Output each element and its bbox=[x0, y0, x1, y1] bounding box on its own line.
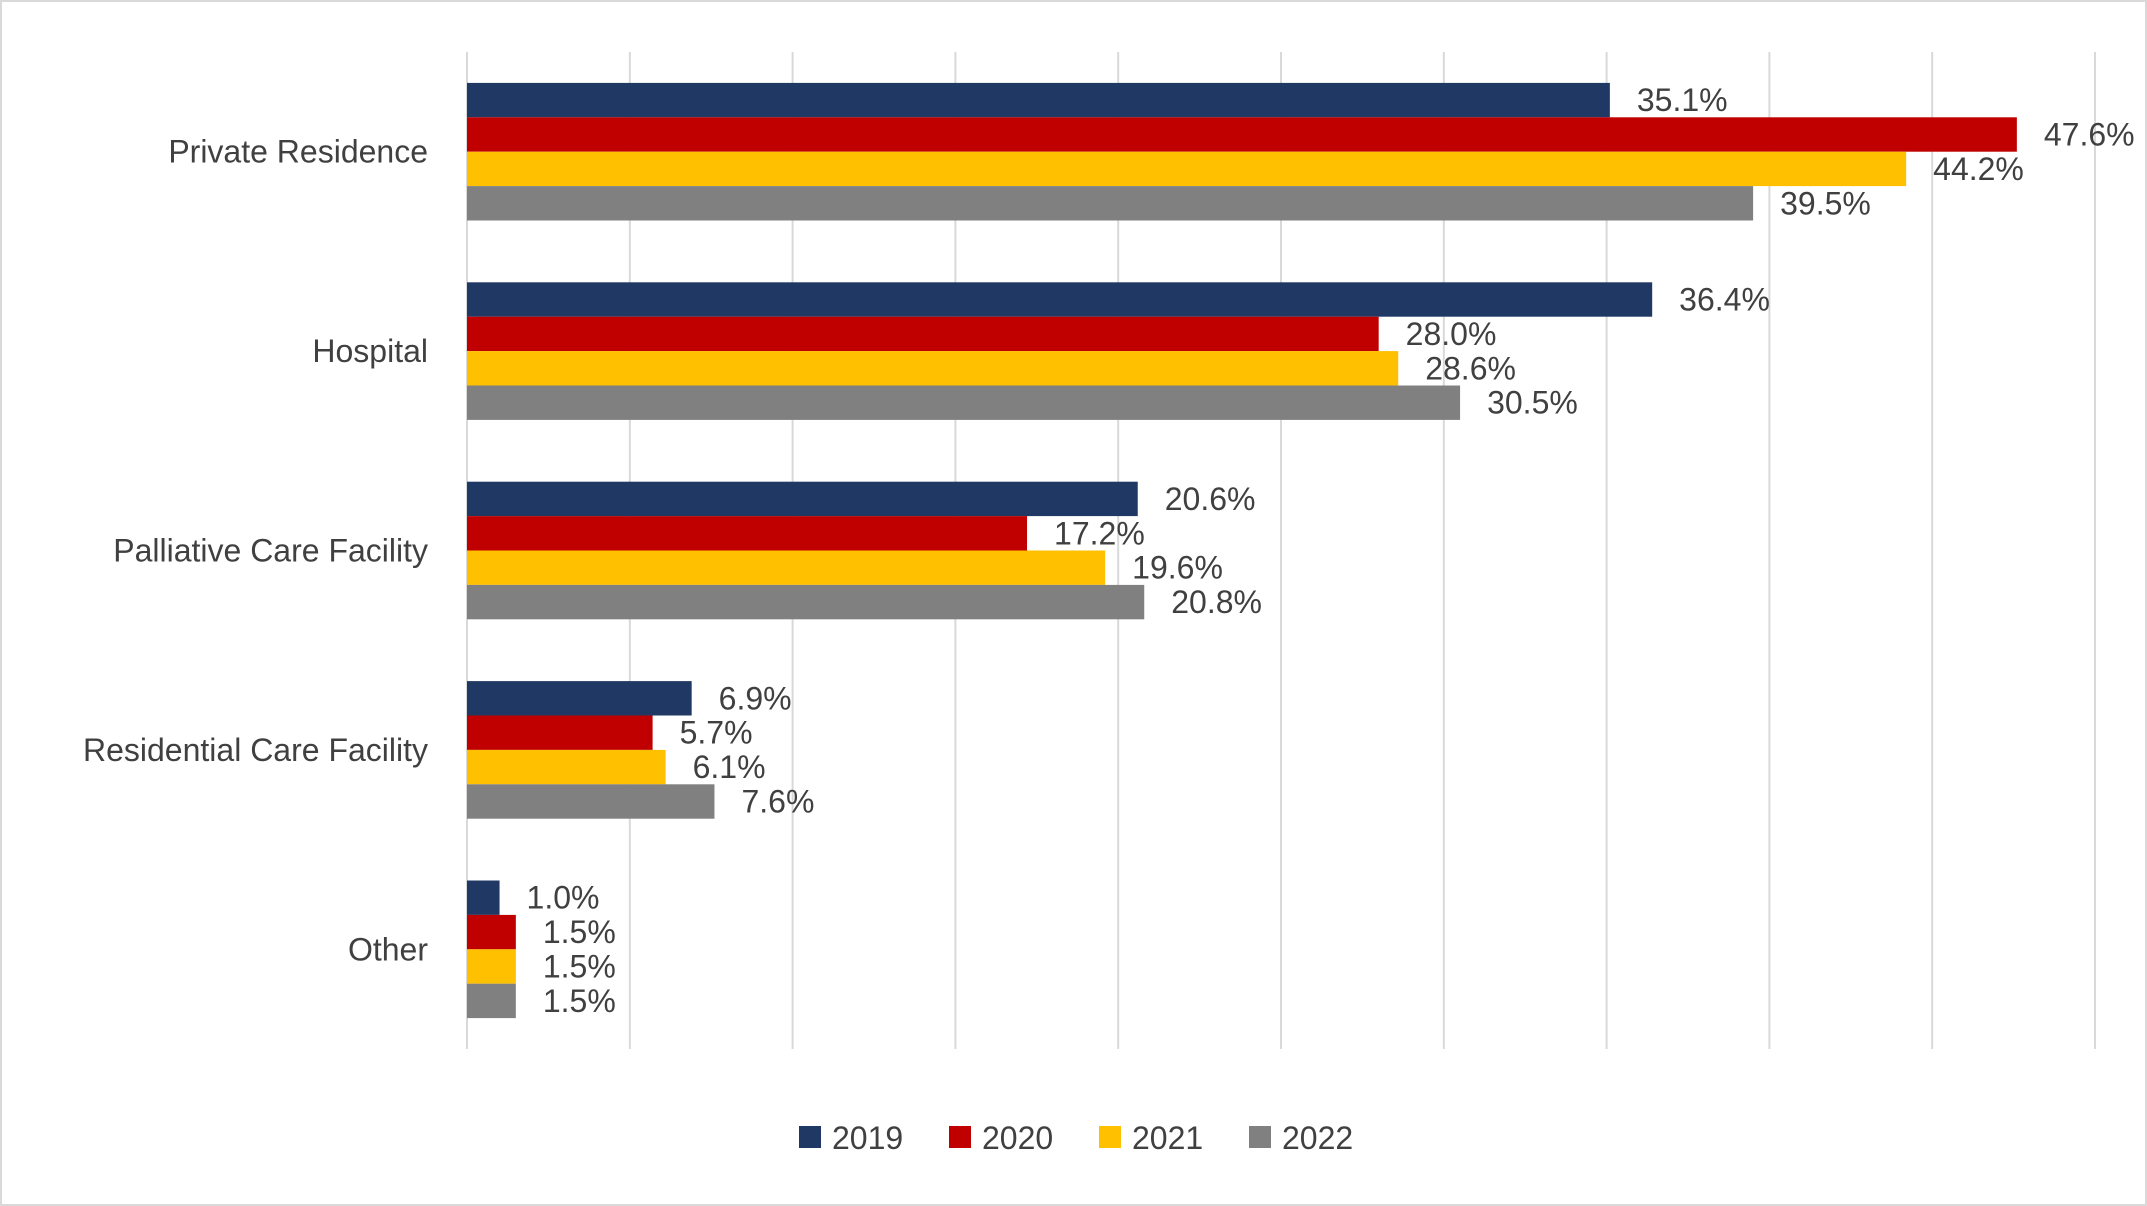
bar-2022 bbox=[467, 983, 516, 1019]
data-label: 6.9% bbox=[719, 680, 792, 716]
bar-2020 bbox=[467, 316, 1379, 352]
data-label: 1.0% bbox=[527, 880, 600, 916]
data-label: 30.5% bbox=[1487, 385, 1578, 421]
data-label: 20.6% bbox=[1165, 481, 1256, 517]
legend-label: 2021 bbox=[1132, 1120, 1203, 1156]
bar-2022 bbox=[467, 784, 715, 819]
legend-label: 2022 bbox=[1282, 1120, 1353, 1156]
data-label: 7.6% bbox=[741, 784, 814, 820]
category-label: Palliative Care Facility bbox=[113, 533, 428, 569]
data-label: 28.0% bbox=[1406, 316, 1497, 352]
data-label: 1.5% bbox=[543, 949, 616, 985]
bar-2022 bbox=[467, 186, 1754, 221]
data-label: 39.5% bbox=[1780, 185, 1871, 221]
bar-2021 bbox=[467, 151, 1907, 187]
data-label: 1.5% bbox=[543, 983, 616, 1019]
data-label: 5.7% bbox=[680, 715, 753, 751]
bar-2020 bbox=[467, 914, 516, 950]
data-label: 35.1% bbox=[1637, 82, 1728, 118]
data-label: 44.2% bbox=[1933, 151, 2024, 187]
bar-2019 bbox=[467, 82, 1610, 118]
bar-2021 bbox=[467, 949, 516, 984]
bar-2022 bbox=[467, 584, 1145, 620]
data-label: 20.8% bbox=[1171, 584, 1262, 620]
legend-swatch-2021 bbox=[1099, 1126, 1121, 1148]
bar-2020 bbox=[467, 117, 2017, 152]
data-label: 17.2% bbox=[1054, 515, 1145, 551]
category-label: Hospital bbox=[312, 333, 428, 369]
category-label: Residential Care Facility bbox=[83, 732, 428, 768]
bar-2020 bbox=[467, 715, 653, 750]
data-label: 36.4% bbox=[1679, 282, 1770, 318]
legend-swatch-2019 bbox=[799, 1126, 821, 1148]
data-label: 28.6% bbox=[1425, 350, 1516, 386]
bar-2022 bbox=[467, 385, 1461, 420]
legend-label: 2019 bbox=[832, 1120, 903, 1156]
legend-swatch-2022 bbox=[1249, 1126, 1271, 1148]
bar-2021 bbox=[467, 351, 1399, 386]
bar-2021 bbox=[467, 550, 1106, 585]
bar-2019 bbox=[467, 282, 1653, 317]
bar-2019 bbox=[467, 481, 1138, 517]
legend-swatch-2020 bbox=[949, 1126, 971, 1148]
bar-2019 bbox=[467, 681, 692, 716]
data-label: 6.1% bbox=[693, 749, 766, 785]
bar-2021 bbox=[467, 749, 666, 785]
category-label: Private Residence bbox=[168, 134, 428, 170]
data-label: 47.6% bbox=[2044, 117, 2135, 153]
bar-2019 bbox=[467, 880, 500, 915]
category-label: Other bbox=[348, 931, 428, 967]
data-label: 1.5% bbox=[543, 914, 616, 950]
data-label: 19.6% bbox=[1132, 550, 1223, 586]
legend-label: 2020 bbox=[982, 1120, 1053, 1156]
bar-2020 bbox=[467, 516, 1028, 551]
